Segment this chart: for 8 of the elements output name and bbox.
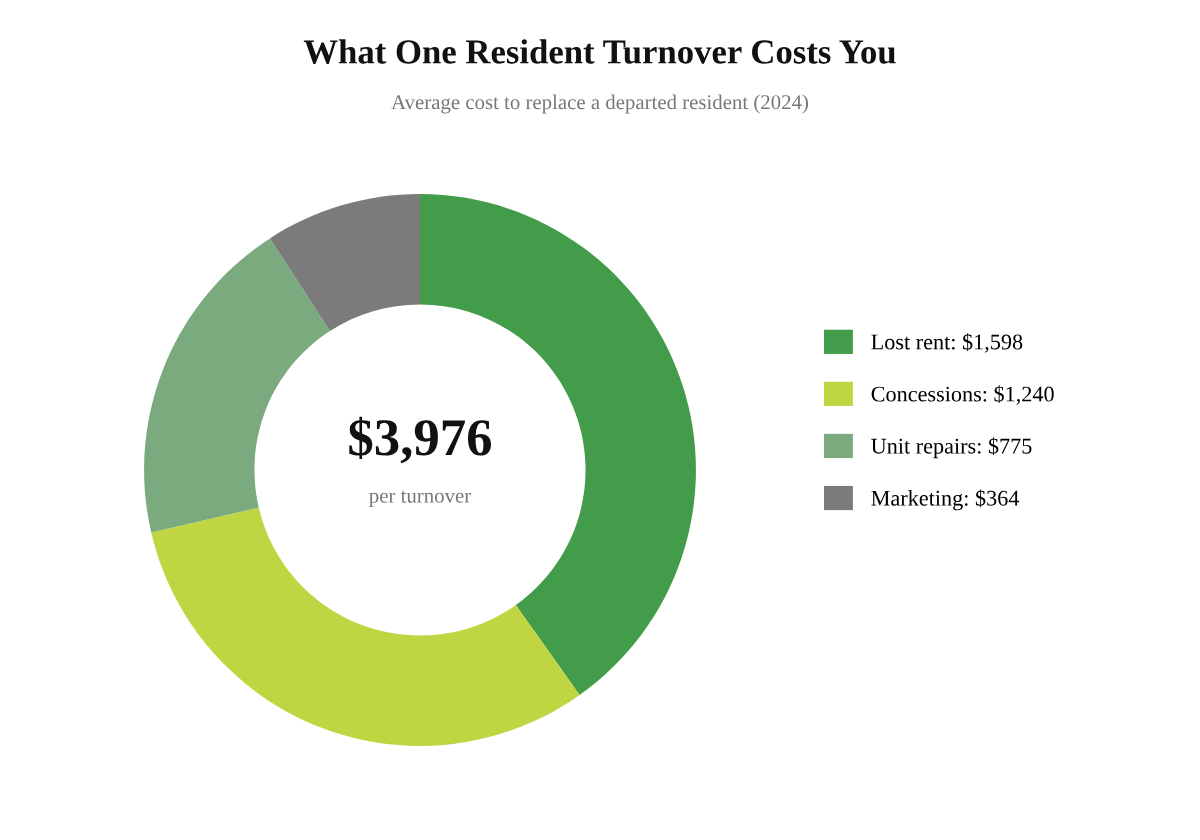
text: $3,976 — [349, 416, 492, 464]
chart-title: What One Resident Turnover Costs You — [303, 39, 896, 64]
legend-label: Marketing: $364 — [871, 489, 1020, 511]
chart-subtitle: Average cost to replace a departed resident (2024) — [391, 94, 808, 114]
legend-label: Unit repairs: $775 — [871, 437, 1032, 459]
legend-label: Lost rent: $1,598 — [871, 333, 1023, 353]
text: per turnover — [369, 490, 472, 508]
legend-label: Concessions: $1,240 — [871, 385, 1054, 405]
